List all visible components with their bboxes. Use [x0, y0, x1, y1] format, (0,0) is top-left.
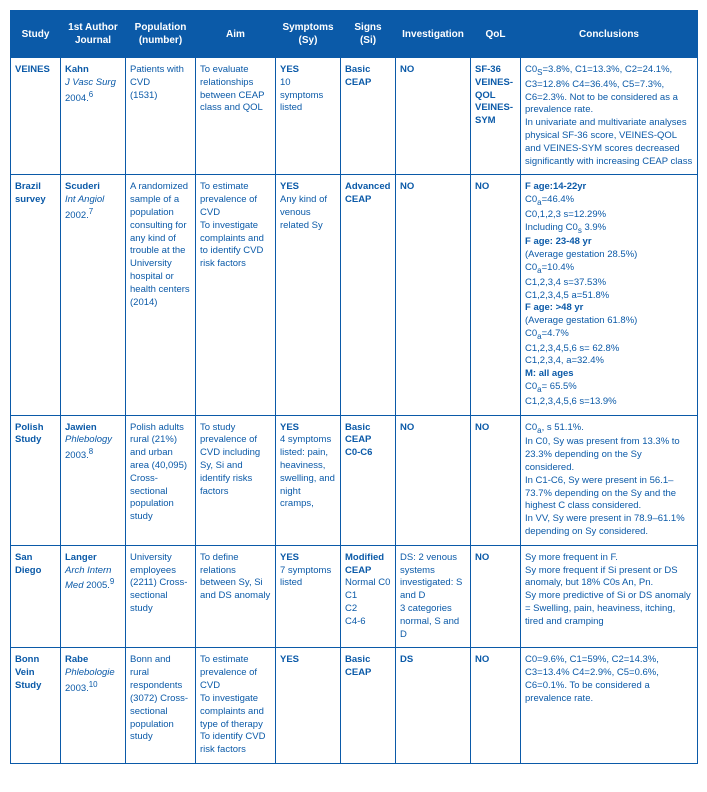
population-cell: University employees (2211) Cross-sectio…: [126, 545, 196, 648]
study-cell: Polish Study: [11, 415, 61, 545]
signs-cell: Basic CEAPC0-C6: [341, 415, 396, 545]
investigation-cell: NO: [396, 175, 471, 415]
aim-cell: To define relations between Sy, Si and D…: [196, 545, 276, 648]
table-row: VEINESKahnJ Vasc Surg2004.6Patients with…: [11, 58, 698, 175]
table-row: Bonn Vein StudyRabePhlebologie2003.10Bon…: [11, 648, 698, 764]
qol-cell: SF-36VEINES-QOLVEINES-SYM: [471, 58, 521, 175]
study-cell: Brazil survey: [11, 175, 61, 415]
signs-cell: Basic CEAP: [341, 58, 396, 175]
table-body: VEINESKahnJ Vasc Surg2004.6Patients with…: [11, 58, 698, 764]
col-conclusions: Conclusions: [521, 11, 698, 58]
aim-cell: To estimate prevalence of CVDTo investig…: [196, 648, 276, 764]
symptoms-cell: YES: [276, 648, 341, 764]
study-cell: San Diego: [11, 545, 61, 648]
symptoms-cell: YESAny kind of venous related Sy: [276, 175, 341, 415]
col-aim: Aim: [196, 11, 276, 58]
col-study: Study: [11, 11, 61, 58]
author-cell: JawienPhlebology2003.8: [61, 415, 126, 545]
col-investigation: Investigation: [396, 11, 471, 58]
qol-cell: NO: [471, 415, 521, 545]
study-cell: Bonn Vein Study: [11, 648, 61, 764]
aim-cell: To evaluate relationships between CEAP c…: [196, 58, 276, 175]
author-cell: KahnJ Vasc Surg2004.6: [61, 58, 126, 175]
conclusions-cell: C0S=3.8%, C1=13.3%, C2=24.1%, C3=12.8% C…: [521, 58, 698, 175]
cvd-study-table: Study 1st AuthorJournal Population(numbe…: [10, 10, 698, 764]
table-row: Polish StudyJawienPhlebology2003.8Polish…: [11, 415, 698, 545]
author-cell: ScuderiInt Angiol2002.7: [61, 175, 126, 415]
conclusions-cell: Sy more frequent in F.Sy more frequent i…: [521, 545, 698, 648]
population-cell: A randomized sample of a population cons…: [126, 175, 196, 415]
investigation-cell: NO: [396, 415, 471, 545]
col-signs: Signs(Si): [341, 11, 396, 58]
investigation-cell: DS: [396, 648, 471, 764]
table-row: Brazil surveyScuderiInt Angiol2002.7A ra…: [11, 175, 698, 415]
symptoms-cell: YES4 symptoms listed: pain, heaviness, s…: [276, 415, 341, 545]
conclusions-cell: C0=9.6%, C1=59%, C2=14.3%, C3=13.4% C4=2…: [521, 648, 698, 764]
symptoms-cell: YES10 symptoms listed: [276, 58, 341, 175]
header-row: Study 1st AuthorJournal Population(numbe…: [11, 11, 698, 58]
qol-cell: NO: [471, 175, 521, 415]
conclusions-cell: C0a, s 51.1%.In C0, Sy was present from …: [521, 415, 698, 545]
author-cell: RabePhlebologie2003.10: [61, 648, 126, 764]
population-cell: Bonn and rural respondents (3072) Cross-…: [126, 648, 196, 764]
signs-cell: Modified CEAPNormal C0C1C2C4-6: [341, 545, 396, 648]
aim-cell: To study prevalence of CVD including Sy,…: [196, 415, 276, 545]
col-qol: QoL: [471, 11, 521, 58]
table-row: San DiegoLangerArch Intern Med 2005.9Uni…: [11, 545, 698, 648]
signs-cell: Advanced CEAP: [341, 175, 396, 415]
qol-cell: NO: [471, 648, 521, 764]
col-population: Population(number): [126, 11, 196, 58]
signs-cell: Basic CEAP: [341, 648, 396, 764]
col-symptoms: Symptoms(Sy): [276, 11, 341, 58]
conclusions-cell: F age:14-22yrC0a=46.4%C0,1,2,3 s=12.29%I…: [521, 175, 698, 415]
investigation-cell: NO: [396, 58, 471, 175]
aim-cell: To estimate prevalence of CVDTo investig…: [196, 175, 276, 415]
col-author: 1st AuthorJournal: [61, 11, 126, 58]
qol-cell: NO: [471, 545, 521, 648]
population-cell: Polish adults rural (21%) and urban area…: [126, 415, 196, 545]
study-cell: VEINES: [11, 58, 61, 175]
symptoms-cell: YES7 symptoms listed: [276, 545, 341, 648]
investigation-cell: DS: 2 venous systems investigated: S and…: [396, 545, 471, 648]
author-cell: LangerArch Intern Med 2005.9: [61, 545, 126, 648]
population-cell: Patients with CVD(1531): [126, 58, 196, 175]
